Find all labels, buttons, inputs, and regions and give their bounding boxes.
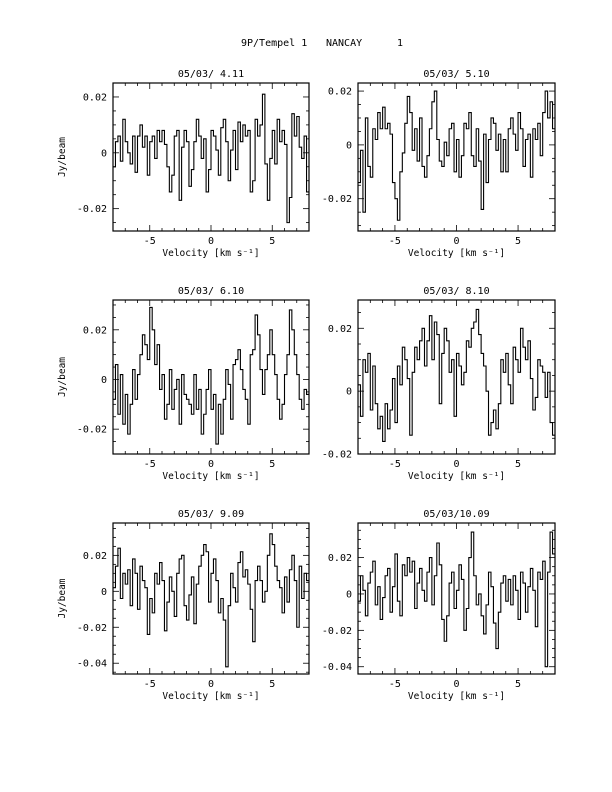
y-tick-label: -0.04 [322, 662, 352, 673]
y-tick-label: -0.02 [322, 450, 352, 461]
y-axis-label: Jy/beam [57, 137, 68, 177]
panel-title: 05/03/ 4.11 [178, 69, 244, 80]
x-tick-label: 5 [269, 236, 275, 247]
x-tick-label: -5 [144, 679, 156, 690]
y-tick-label: -0.02 [77, 425, 107, 436]
y-tick-label: 0.02 [83, 551, 107, 562]
x-axis-label: Velocity [km s⁻¹] [408, 471, 505, 482]
y-tick-label: -0.04 [77, 659, 107, 670]
y-tick-label: 0.02 [83, 325, 107, 336]
y-tick-label: 0 [101, 375, 107, 386]
x-tick-label: 5 [269, 679, 275, 690]
spectrum-line [113, 306, 309, 445]
x-tick-label: -5 [389, 459, 401, 470]
x-tick-label: -5 [389, 679, 401, 690]
y-tick-label: -0.02 [77, 204, 107, 215]
x-tick-label: -5 [389, 236, 401, 247]
x-axis-label: Velocity [km s⁻¹] [408, 248, 505, 259]
x-tick-label: -5 [144, 459, 156, 470]
figure-title-observatory: NANCAY [326, 38, 363, 49]
y-tick-label: 0.02 [328, 553, 352, 564]
y-tick-label: -0.02 [322, 194, 352, 205]
x-tick-label: 5 [515, 459, 521, 470]
spectrum-line [113, 533, 309, 668]
spectrum-panel-3: -5 0 5 -0.02 0 0.02 05/03/ 6.10 Velocity [km s⁻… [57, 286, 310, 482]
spectrum-panel-4: -5 0 5 -0.02 0 0.02 05/03/ 8.10 Velocity [km s⁻… [322, 286, 556, 482]
x-axis-label: Velocity [km s⁻¹] [408, 691, 505, 702]
x-tick-label: 0 [208, 459, 214, 470]
panel-title: 05/03/ 8.10 [423, 286, 489, 297]
x-tick-label: 0 [453, 236, 459, 247]
y-tick-label: 0 [101, 148, 107, 159]
x-tick-label: 0 [453, 679, 459, 690]
y-axis-label: Jy/beam [57, 578, 68, 618]
x-tick-label: 0 [208, 236, 214, 247]
y-tick-label: 0.02 [328, 87, 352, 98]
y-tick-label: 0.02 [328, 324, 352, 335]
spectrum-line [358, 308, 555, 442]
x-axis-label: Velocity [km s⁻¹] [162, 691, 259, 702]
y-tick-label: -0.02 [322, 626, 352, 637]
spectrum-panel-5: -5 0 5 -0.04 -0.02 0 0.02 05/03/ 9.09 Velocity [… [57, 509, 310, 702]
spectrum-panel-2: -5 0 5 -0.02 0 0.02 05/03/ 5.10 Velocity [km s⁻… [322, 69, 556, 259]
x-tick-label: 5 [515, 236, 521, 247]
y-tick-label: 0 [346, 387, 352, 398]
x-tick-label: 5 [515, 679, 521, 690]
y-tick-label: 0 [346, 589, 352, 600]
spectrum-panel-1: -5 0 5 -0.02 0 0.02 05/03/ 4.11 Velocity [km s⁻… [57, 69, 310, 259]
spectrum-line [358, 90, 555, 221]
y-tick-label: 0 [101, 587, 107, 598]
y-tick-label: -0.02 [77, 623, 107, 634]
panel-title: 05/03/10.09 [423, 509, 489, 520]
x-axis-label: Velocity [km s⁻¹] [162, 248, 259, 259]
spectrum-line [113, 93, 309, 224]
spectrum-panel-6: -5 0 5 -0.04 -0.02 0 0.02 05/03/10.09 Velocity [… [322, 509, 556, 702]
panel-title: 05/03/ 6.10 [178, 286, 244, 297]
y-tick-label: 0.02 [83, 92, 107, 103]
spectrum-line [358, 531, 555, 668]
y-axis-label: Jy/beam [57, 357, 68, 397]
x-tick-label: -5 [144, 236, 156, 247]
x-tick-label: 5 [269, 459, 275, 470]
y-tick-label: 0 [346, 140, 352, 151]
panel-title: 05/03/ 5.10 [423, 69, 489, 80]
x-tick-label: 0 [453, 459, 459, 470]
x-axis-label: Velocity [km s⁻¹] [162, 471, 259, 482]
x-tick-label: 0 [208, 679, 214, 690]
figure-title-index: 1 [397, 38, 404, 49]
panel-title: 05/03/ 9.09 [178, 509, 244, 520]
figure-title-comet: 9P/Tempel 1 [241, 38, 308, 49]
